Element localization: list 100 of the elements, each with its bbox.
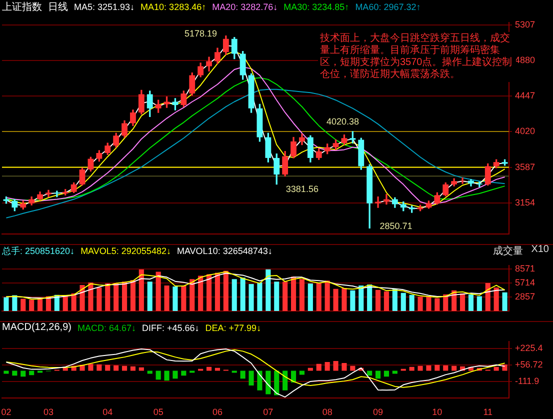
bar xyxy=(342,362,347,371)
bar xyxy=(190,279,195,311)
bar xyxy=(257,282,262,311)
annotation: 2850.71 xyxy=(380,221,412,232)
bar xyxy=(164,370,170,381)
bar xyxy=(105,364,110,371)
bar xyxy=(130,366,136,371)
bar xyxy=(29,370,34,376)
y-tick-label: 5714 xyxy=(515,277,536,288)
bar xyxy=(12,370,18,376)
bar xyxy=(502,364,508,371)
text: X10 xyxy=(531,244,549,257)
bar xyxy=(384,291,390,311)
annotation: 3381.56 xyxy=(286,184,318,194)
bar xyxy=(282,282,288,311)
bar xyxy=(502,292,508,311)
y-tick-label: 4447 xyxy=(515,90,536,101)
bar xyxy=(452,366,457,371)
bar xyxy=(105,284,110,311)
bar xyxy=(206,274,212,311)
bar xyxy=(4,297,9,311)
bar xyxy=(426,365,432,371)
bar xyxy=(316,364,322,371)
bar xyxy=(375,370,381,379)
candlestick xyxy=(350,131,356,144)
x-tick-label: 11 xyxy=(483,407,493,418)
bar xyxy=(12,295,18,311)
bar xyxy=(181,370,186,376)
bar xyxy=(308,284,313,311)
bar xyxy=(290,276,296,311)
bar xyxy=(443,294,448,311)
bar xyxy=(409,366,414,371)
x-tick-label: 04 xyxy=(102,407,113,418)
y-tick-label: 2857 xyxy=(515,291,536,302)
bar xyxy=(214,272,220,311)
text: MAVOL10: 326548743↓ xyxy=(176,246,272,256)
bar xyxy=(426,296,432,311)
y-tick-label: 3154 xyxy=(515,198,536,208)
x-tick-label: 09 xyxy=(373,407,384,418)
bar xyxy=(223,270,228,311)
bar xyxy=(62,368,68,371)
bar xyxy=(350,366,356,371)
bar xyxy=(460,293,466,311)
bar xyxy=(333,360,338,371)
bar xyxy=(342,288,347,311)
text: 成交量 xyxy=(493,244,524,258)
chart-title: MACD(12,26,9) xyxy=(2,322,72,333)
bar xyxy=(418,366,423,371)
bar xyxy=(434,298,440,311)
bar xyxy=(114,365,119,371)
text: MA60: 2967.32↑ xyxy=(355,2,421,12)
bar xyxy=(418,296,423,311)
bar xyxy=(147,282,152,311)
bar xyxy=(274,370,280,396)
bar xyxy=(468,294,474,311)
bar xyxy=(20,298,26,311)
y-tick-label: 4880 xyxy=(515,54,536,65)
series-label: DIFF: +45.66↓ xyxy=(142,322,200,332)
bar xyxy=(240,278,246,311)
bar xyxy=(71,293,76,311)
bar xyxy=(172,286,178,311)
bar xyxy=(248,370,254,386)
x-tick-label: 10 xyxy=(432,407,442,418)
bar xyxy=(476,296,482,311)
bar xyxy=(122,366,128,371)
text: DEA: +77.99↓ xyxy=(205,322,262,332)
bar xyxy=(88,364,94,371)
bar xyxy=(96,364,102,371)
bar xyxy=(130,280,136,311)
bar xyxy=(434,364,440,371)
y-tick-label: -111.9 xyxy=(515,376,540,386)
bar xyxy=(181,286,186,311)
bar xyxy=(324,362,330,371)
bar xyxy=(138,367,144,371)
bar xyxy=(367,284,372,311)
chart-subtitle: 日线 xyxy=(48,0,68,14)
bar xyxy=(384,370,390,377)
bar xyxy=(282,370,288,390)
bar xyxy=(172,370,178,379)
x-tick-label: 03 xyxy=(43,407,54,418)
bar xyxy=(409,294,414,311)
x-tick-label: 08 xyxy=(322,407,332,418)
y-tick-label: +56.72 xyxy=(515,360,543,370)
bar xyxy=(299,279,305,311)
text: MACD: 64.67↓ xyxy=(77,322,136,332)
bar xyxy=(308,368,313,371)
bar xyxy=(214,368,220,371)
chart-title: 上证指数 xyxy=(2,0,42,14)
bar xyxy=(375,290,381,311)
x-tick-label: 07 xyxy=(263,407,274,418)
bar xyxy=(114,283,119,311)
bar xyxy=(156,272,161,311)
bar xyxy=(62,296,68,311)
y-tick-label: 3587 xyxy=(515,162,536,172)
text: MA10: 3283.46↑ xyxy=(140,2,206,12)
y-tick-label: 5307 xyxy=(515,20,536,30)
y-tick-label: 8571 xyxy=(515,263,536,274)
bar xyxy=(485,283,490,311)
y-tick-label: 4020 xyxy=(515,126,536,136)
bar xyxy=(122,282,128,311)
